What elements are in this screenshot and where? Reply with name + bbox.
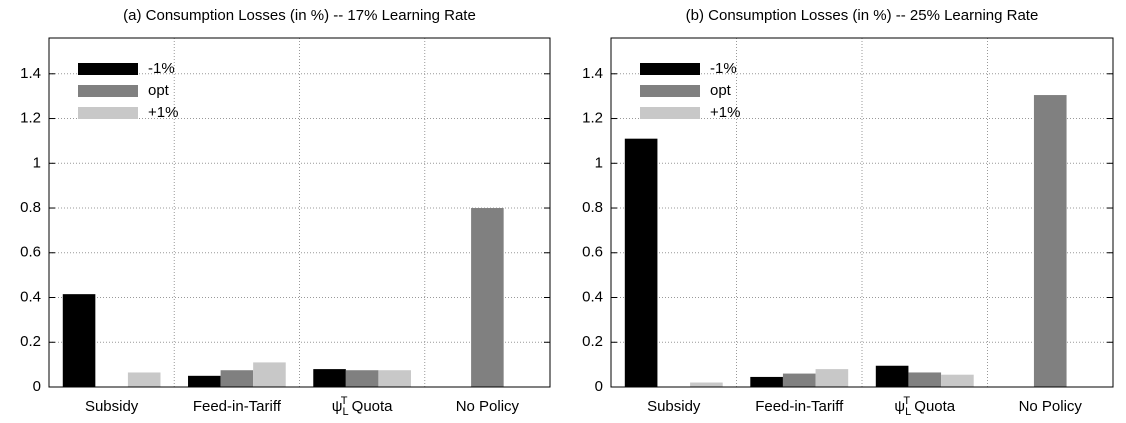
- x-tick-label: Subsidy: [85, 398, 139, 415]
- x-tick-label: No Policy: [1019, 398, 1083, 415]
- y-tick-label: 0: [595, 378, 603, 395]
- y-tick-label: 0.8: [20, 199, 41, 216]
- y-tick-label: 0: [33, 378, 41, 395]
- legend-label: -1%: [148, 60, 175, 77]
- bar: [690, 382, 723, 387]
- plot-frame: [610, 37, 1114, 388]
- y-tick-label: 0.6: [582, 244, 603, 261]
- x-tick-label: Feed-in-Tariff: [193, 398, 282, 415]
- legend-label: opt: [148, 82, 170, 99]
- chart-title: (a) Consumption Losses (in %) -- 17% Lea…: [123, 7, 476, 24]
- bar: [62, 294, 96, 387]
- bar: [313, 369, 346, 387]
- y-tick-label: 1.2: [20, 110, 41, 127]
- y-tick-label: 0.4: [582, 288, 603, 305]
- y-tick-label: 1.2: [582, 110, 603, 127]
- chart-title: (b) Consumption Losses (in %) -- 25% Lea…: [686, 7, 1039, 24]
- x-tick-label: ψLT Quota: [332, 395, 393, 418]
- legend-swatch: [640, 85, 700, 97]
- y-tick-label: 0.2: [582, 333, 603, 350]
- legend-swatch: [78, 63, 138, 75]
- x-tick-label: Feed-in-Tariff: [755, 398, 844, 415]
- bar: [1033, 95, 1067, 387]
- legend-label: opt: [710, 82, 732, 99]
- plot-frame: [48, 37, 551, 388]
- bar: [220, 370, 254, 387]
- y-tick-label: 1.4: [20, 65, 41, 82]
- x-tick-label: ψLT Quota: [894, 395, 955, 418]
- bar: [127, 372, 161, 387]
- legend-swatch: [640, 63, 700, 75]
- legend-label: +1%: [710, 104, 740, 121]
- x-tick-label: No Policy: [456, 398, 520, 415]
- x-tick-label: Subsidy: [647, 398, 701, 415]
- bar: [253, 362, 286, 387]
- legend-swatch: [640, 107, 700, 119]
- y-tick-label: 0.4: [20, 288, 41, 305]
- bar: [378, 370, 411, 387]
- bar: [908, 372, 942, 387]
- bar: [941, 374, 974, 387]
- y-tick-label: 0.2: [20, 333, 41, 350]
- y-tick-label: 0.6: [20, 244, 41, 261]
- bar: [188, 375, 221, 387]
- y-tick-label: 1.4: [582, 65, 603, 82]
- bar: [875, 365, 909, 387]
- bar: [815, 369, 849, 387]
- bar: [750, 376, 783, 387]
- bar: [345, 370, 379, 387]
- legend-label: +1%: [148, 104, 178, 121]
- legend-swatch: [78, 107, 138, 119]
- bar: [471, 208, 504, 387]
- y-tick-label: 1: [33, 154, 41, 171]
- bar: [624, 138, 658, 387]
- bar: [782, 373, 816, 387]
- y-tick-label: 1: [595, 154, 603, 171]
- legend-swatch: [78, 85, 138, 97]
- legend-label: -1%: [710, 60, 737, 77]
- y-tick-label: 0.8: [582, 199, 603, 216]
